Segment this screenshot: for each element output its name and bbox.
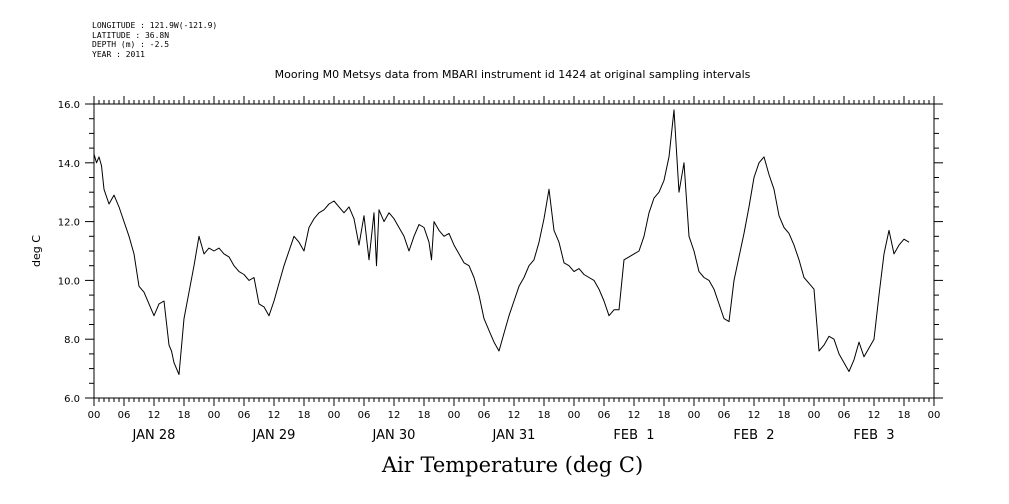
y-tick-label: 14.0 xyxy=(58,159,80,170)
x-tick-label: 12 xyxy=(268,410,281,421)
y-axis: 6.0 8.0 10.0 12.0 14.0 16.0 xyxy=(58,100,943,405)
chart-title: Mooring M0 Metsys data from MBARI instru… xyxy=(274,68,751,81)
x-tick-label: 00 xyxy=(928,410,941,421)
y-tick-label: 10.0 xyxy=(58,276,80,287)
longitude-text: LONGITUDE : 121.9W(-121.9) xyxy=(92,21,218,30)
x-tick-label: 00 xyxy=(568,410,581,421)
plot-frame xyxy=(93,103,935,399)
x-tick-label: 18 xyxy=(418,410,431,421)
x-tick-label: 00 xyxy=(88,410,101,421)
y-tick-label: 6.0 xyxy=(64,394,80,405)
x-tick-label: 06 xyxy=(598,410,611,421)
x-tick-label: 06 xyxy=(838,410,851,421)
metadata-block: LONGITUDE : 121.9W(-121.9) LATITUDE : 36… xyxy=(92,21,217,59)
x-tick-label: 06 xyxy=(358,410,371,421)
x-tick-label: 12 xyxy=(628,410,641,421)
x-tick-label: 18 xyxy=(298,410,311,421)
x-day-label: JAN 28 xyxy=(132,428,176,443)
year-text: YEAR : 2011 xyxy=(92,49,145,59)
x-tick-label: 06 xyxy=(718,410,731,421)
x-axis-label: Air Temperature (deg C) xyxy=(381,453,644,477)
x-tick-label: 12 xyxy=(148,410,161,421)
series-layer xyxy=(93,109,910,375)
x-tick-label: 12 xyxy=(748,410,761,421)
x-day-label: FEB 1 xyxy=(613,428,654,443)
x-tick-label: 12 xyxy=(388,410,401,421)
x-day-label: FEB 3 xyxy=(853,428,894,443)
y-tick-label: 8.0 xyxy=(64,335,80,346)
x-tick-label: 18 xyxy=(178,410,191,421)
air-temperature-series-line xyxy=(93,109,910,375)
x-tick-label: 12 xyxy=(508,410,521,421)
x-tick-label: 18 xyxy=(778,410,791,421)
x-day-label: JAN 29 xyxy=(252,428,296,443)
x-day-label: JAN 31 xyxy=(492,428,536,443)
x-tick-label: 12 xyxy=(868,410,881,421)
x-tick-label: 00 xyxy=(688,410,701,421)
y-tick-label: 16.0 xyxy=(58,100,80,111)
y-tick-label: 12.0 xyxy=(58,218,80,229)
x-tick-label: 18 xyxy=(658,410,671,421)
x-tick-label: 00 xyxy=(448,410,461,421)
x-tick-label: 00 xyxy=(808,410,821,421)
x-day-label: JAN 30 xyxy=(372,428,416,443)
y-axis-label: deg C xyxy=(30,235,43,267)
x-tick-label: 06 xyxy=(118,410,131,421)
x-tick-label: 06 xyxy=(478,410,491,421)
x-tick-label: 06 xyxy=(238,410,251,421)
x-tick-label: 18 xyxy=(538,410,551,421)
x-tick-label: 18 xyxy=(898,410,911,421)
x-tick-label: 00 xyxy=(208,410,221,421)
latitude-text: LATITUDE : 36.8N xyxy=(92,30,170,40)
x-day-label: FEB 2 xyxy=(733,428,774,443)
x-axis: 00 06 12 18 00 06 12 18 00 06 12 18 00 06 12 18 00 06 12 18… xyxy=(88,96,941,443)
x-tick-label: 00 xyxy=(328,410,341,421)
depth-text: DEPTH (m) : -2.5 xyxy=(92,40,170,49)
